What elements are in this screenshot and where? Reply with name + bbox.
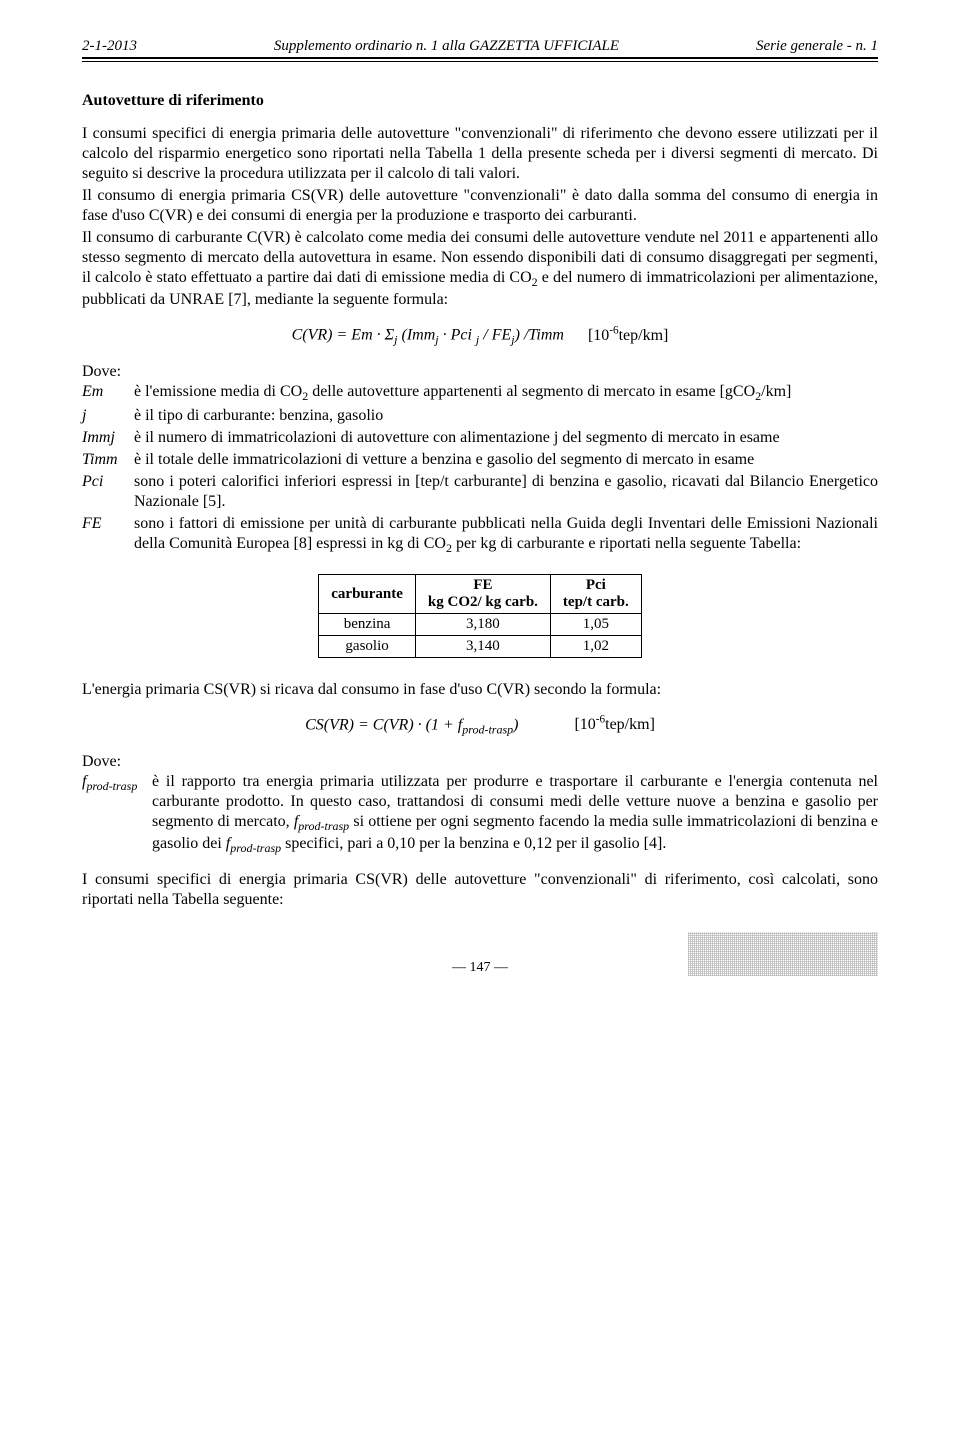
def-j: j è il tipo di carburante: benzina, gaso…	[82, 406, 878, 426]
page-header: 2-1-2013 Supplemento ordinario n. 1 alla…	[82, 38, 878, 59]
header-rule	[82, 61, 878, 62]
th-fe: FE kg CO2/ kg carb.	[415, 575, 550, 614]
table-row: benzina 3,180 1,05	[319, 614, 642, 636]
section-title: Autovetture di riferimento	[82, 92, 878, 110]
def-fprod: fprod-trasp è il rapporto tra energia pr…	[82, 772, 878, 856]
fe-pci-table: carburante FE kg CO2/ kg carb. Pci tep/t…	[318, 574, 642, 658]
th-pci: Pci tep/t carb.	[550, 575, 641, 614]
para-5: I consumi specifici di energia primaria …	[82, 870, 878, 910]
def-immj: Immj è il numero di immatricolazioni di …	[82, 428, 878, 448]
para-2: Il consumo di energia primaria CS(VR) de…	[82, 186, 878, 226]
definitions-block-2: Dove: fprod-trasp è il rapporto tra ener…	[82, 752, 878, 856]
para-4: L'energia primaria CS(VR) si ricava dal …	[82, 680, 878, 700]
def-timm: Timm è il totale delle immatricolazioni …	[82, 450, 878, 470]
dove-label: Dove:	[82, 362, 878, 382]
table-row: gasolio 3,140 1,02	[319, 636, 642, 658]
def-em: Em è l'emissione media di CO2 delle auto…	[82, 382, 878, 404]
header-right: Serie generale - n. 1	[756, 38, 878, 55]
header-date: 2-1-2013	[82, 38, 137, 55]
formula-csvr: CS(VR) = C(VR) · (1 + fprod-trasp) [10-6…	[82, 714, 878, 738]
header-center: Supplemento ordinario n. 1 alla GAZZETTA…	[274, 38, 619, 55]
def-fe: FE sono i fattori di emissione per unità…	[82, 514, 878, 556]
barcode-graphic	[688, 932, 878, 976]
definitions-block-1: Dove: Em è l'emissione media di CO2 dell…	[82, 362, 878, 556]
para-3: Il consumo di carburante C(VR) è calcola…	[82, 228, 878, 310]
para-1: I consumi specifici di energia primaria …	[82, 124, 878, 184]
def-pci: Pci sono i poteri calorifici inferiori e…	[82, 472, 878, 512]
formula-cvr: C(VR) = Em · Σj (Immj · Pci j / FEj) /Ti…	[82, 324, 878, 348]
th-carburante: carburante	[319, 575, 416, 614]
dove-label-2: Dove:	[82, 752, 878, 772]
